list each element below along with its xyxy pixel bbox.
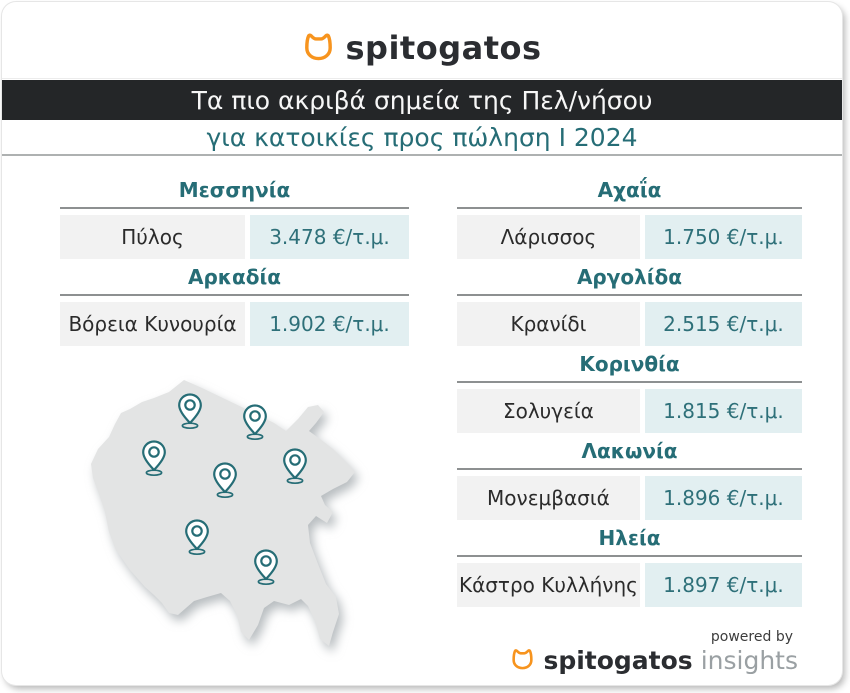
map-pin <box>243 404 267 441</box>
region-block: Μεσσηνία Πύλος 3.478 €/τ.μ. <box>60 176 409 259</box>
header-divider <box>2 78 842 79</box>
footer-brand: spitogatos insights <box>510 646 798 675</box>
map-pin <box>185 519 209 556</box>
region-title: Αρκαδία <box>60 263 409 296</box>
price-cell: 1.815 €/τ.μ. <box>644 389 802 433</box>
map-pin <box>213 462 237 499</box>
region-title: Αργολίδα <box>457 263 802 296</box>
region-block: Λακωνία Μονεμβασιά 1.896 €/τ.μ. <box>457 437 802 520</box>
map-pin <box>178 393 202 430</box>
title-banner: Τα πιο ακριβά σημεία της Πελ/νήσου <box>2 80 842 120</box>
area-cell: Βόρεια Κυνουρία <box>60 302 245 346</box>
table-row: Σολυγεία 1.815 €/τ.μ. <box>457 389 802 433</box>
subtitle-divider <box>2 154 842 156</box>
area-cell: Λάρισσος <box>457 215 640 259</box>
table-row: Λάρισσος 1.750 €/τ.μ. <box>457 215 802 259</box>
spitogatos-cat-icon <box>510 648 535 674</box>
region-block: Κορινθία Σολυγεία 1.815 €/τ.μ. <box>457 350 802 433</box>
brand-wordmark: spitogatos <box>345 29 542 67</box>
area-cell: Πύλος <box>60 215 245 259</box>
price-cell: 1.897 €/τ.μ. <box>644 563 802 607</box>
region-block: Ηλεία Κάστρο Κυλλήνης 1.897 €/τ.μ. <box>457 524 802 607</box>
region-block: Αχαΐα Λάρισσος 1.750 €/τ.μ. <box>457 176 802 259</box>
table-row: Πύλος 3.478 €/τ.μ. <box>60 215 409 259</box>
region-title: Αχαΐα <box>457 176 802 209</box>
region-title: Ηλεία <box>457 524 802 557</box>
price-cell: 1.902 €/τ.μ. <box>249 302 409 346</box>
footer-brand-wordmark: spitogatos <box>543 646 693 675</box>
region-block: Αρκαδία Βόρεια Κυνουρία 1.902 €/τ.μ. <box>60 263 409 346</box>
table-column-right: Αχαΐα Λάρισσος 1.750 €/τ.μ. Αργολίδα Κρα… <box>457 176 802 611</box>
powered-by-label: powered by <box>710 629 793 645</box>
page-title: Τα πιο ακριβά σημεία της Πελ/νήσου <box>191 85 653 115</box>
header-logo: spitogatos <box>2 26 842 70</box>
table-row: Μονεμβασιά 1.896 €/τ.μ. <box>457 476 802 520</box>
area-cell: Κάστρο Κυλλήνης <box>457 563 640 607</box>
map-pin <box>283 448 307 485</box>
infographic-card: spitogatos Τα πιο ακριβά σημεία της Πελ/… <box>2 2 842 685</box>
table-column-left: Μεσσηνία Πύλος 3.478 €/τ.μ. Αρκαδία Βόρε… <box>60 176 409 350</box>
price-cell: 2.515 €/τ.μ. <box>644 302 802 346</box>
region-title: Κορινθία <box>457 350 802 383</box>
spitogatos-cat-icon <box>302 32 335 65</box>
area-cell: Μονεμβασιά <box>457 476 640 520</box>
table-row: Κάστρο Κυλλήνης 1.897 €/τ.μ. <box>457 563 802 607</box>
area-cell: Κρανίδι <box>457 302 640 346</box>
price-cell: 1.750 €/τ.μ. <box>644 215 802 259</box>
table-row: Βόρεια Κυνουρία 1.902 €/τ.μ. <box>60 302 409 346</box>
map-pin <box>254 549 278 586</box>
region-title: Μεσσηνία <box>60 176 409 209</box>
map-pin <box>142 440 166 477</box>
page-subtitle: για κατοικίες προς πώληση I 2024 <box>206 122 638 152</box>
region-block: Αργολίδα Κρανίδι 2.515 €/τ.μ. <box>457 263 802 346</box>
area-cell: Σολυγεία <box>457 389 640 433</box>
footer-insights-label: insights <box>700 646 798 675</box>
region-title: Λακωνία <box>457 437 802 470</box>
price-cell: 1.896 €/τ.μ. <box>644 476 802 520</box>
table-row: Κρανίδι 2.515 €/τ.μ. <box>457 302 802 346</box>
price-cell: 3.478 €/τ.μ. <box>249 215 409 259</box>
map-landmass <box>91 380 355 646</box>
